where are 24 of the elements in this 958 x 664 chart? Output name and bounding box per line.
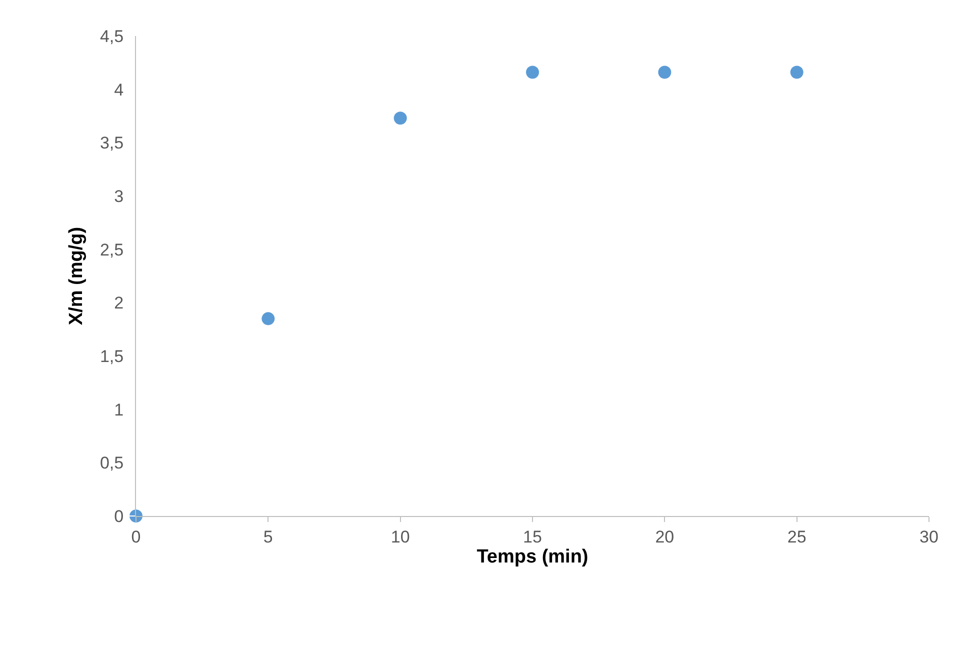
y-tick-label: 3,5 [100,134,124,153]
x-tick-label: 15 [523,527,542,546]
y-tick-label: 4 [114,80,124,100]
x-tick-label: 0 [131,527,141,546]
x-tick-label: 30 [920,527,938,546]
x-tick-label: 20 [655,527,674,546]
y-tick-label: 1,5 [100,346,124,366]
y-tick-label: 2 [114,294,124,313]
point [262,312,275,326]
point [790,66,804,79]
y-tick-label: 1 [114,400,124,420]
y-tick-label: 3 [114,186,124,206]
point [658,66,672,79]
x-axis-title: Temps (min) [476,546,588,568]
y-tick-label: 0 [114,506,124,526]
x-tick-label: 5 [263,527,273,546]
y-tick-label: 2,5 [100,240,124,260]
x-tick-label: 10 [390,527,410,546]
point [526,66,539,79]
y-tick-label: 0,5 [100,454,124,473]
y-axis-title: X/m (mg/g) [66,226,87,326]
x-tick-label: 25 [787,527,806,546]
point [394,112,407,125]
y-tick-label: 4,5 [100,26,124,46]
